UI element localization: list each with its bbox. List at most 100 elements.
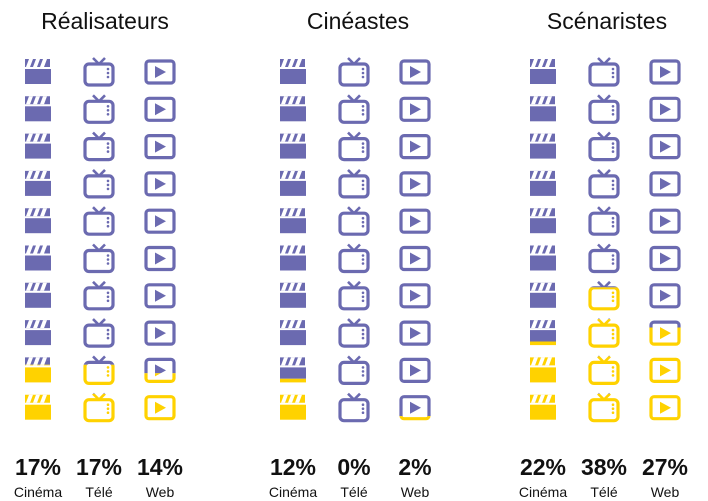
play-button-icon: [144, 208, 176, 234]
play-button-icon: [649, 208, 681, 234]
category-label: Télé: [340, 484, 367, 500]
tv-icon: [338, 94, 370, 124]
group-2: Scénaristes 22% Cinéma 38% Télé 27% Web: [519, 8, 688, 500]
category-label: Télé: [590, 484, 617, 500]
tv-icon: [338, 355, 370, 385]
play-button-icon: [399, 208, 431, 234]
category-label: Web: [146, 484, 175, 500]
play-button-icon: [646, 320, 684, 350]
tv-icon: [338, 206, 370, 236]
tv-icon: [83, 318, 115, 348]
tv-icon: [588, 243, 620, 274]
tv-icon: [338, 318, 370, 348]
clapperboard-icon: [280, 170, 306, 196]
icon-column: [19, 59, 57, 424]
play-button-icon: [396, 395, 434, 424]
percent-label: 12%: [270, 454, 316, 480]
clapperboard-icon: [530, 59, 556, 84]
clapperboard-icon: [530, 170, 556, 196]
clapperboard-icon: [25, 59, 51, 84]
tv-icon: [585, 318, 623, 350]
clapperboard-icon: [530, 96, 556, 122]
play-button-icon: [141, 393, 179, 424]
clapperboard-icon: [530, 282, 556, 308]
clapperboard-icon: [25, 320, 51, 346]
play-button-icon: [144, 96, 176, 122]
tv-icon: [585, 355, 623, 387]
group-0: Réalisateurs 17% Cinéma 17% Télé 14% Web: [14, 8, 183, 500]
play-button-icon: [649, 96, 681, 122]
play-button-icon: [399, 59, 431, 85]
play-button-icon: [646, 393, 684, 424]
clapperboard-icon: [280, 320, 306, 346]
play-button-icon: [399, 320, 431, 346]
percent-label: 22%: [520, 454, 566, 480]
tv-icon: [83, 57, 115, 87]
clapperboard-icon: [274, 393, 312, 424]
play-button-icon: [144, 59, 176, 85]
tv-icon: [585, 280, 623, 312]
clapperboard-icon: [530, 208, 556, 234]
icon-column: [80, 57, 118, 424]
tv-icon: [338, 131, 370, 162]
tv-icon: [588, 94, 620, 124]
percent-label: 17%: [15, 454, 61, 480]
tv-icon: [338, 168, 370, 199]
clapperboard-icon: [25, 208, 51, 234]
tv-icon: [338, 57, 370, 87]
tv-icon: [83, 280, 115, 311]
icon-column: [524, 59, 562, 424]
category-label: Cinéma: [14, 484, 62, 500]
icon-column: [396, 59, 434, 424]
percent-label: 27%: [642, 454, 688, 480]
tv-icon: [83, 168, 115, 199]
group-title: Scénaristes: [547, 8, 667, 34]
category-label: Web: [651, 484, 680, 500]
play-button-icon: [649, 283, 681, 309]
clapperboard-icon: [524, 356, 562, 387]
category-label: Cinéma: [269, 484, 317, 500]
clapperboard-icon: [25, 133, 51, 159]
category-label: Web: [401, 484, 430, 500]
tv-icon: [338, 392, 370, 423]
play-button-icon: [144, 171, 176, 197]
play-button-icon: [399, 357, 431, 383]
tv-icon: [338, 280, 370, 311]
tv-icon: [588, 168, 620, 199]
clapperboard-icon: [19, 357, 57, 387]
category-label: Télé: [85, 484, 112, 500]
play-button-icon: [399, 96, 431, 122]
clapperboard-icon: [530, 133, 556, 159]
tv-icon: [83, 206, 115, 236]
play-button-icon: [144, 245, 176, 272]
clapperboard-icon: [524, 320, 562, 350]
icon-column: [141, 59, 179, 424]
icon-column: [338, 57, 370, 423]
group-title: Cinéastes: [307, 8, 409, 34]
clapperboard-icon: [280, 282, 306, 308]
clapperboard-icon: [19, 393, 57, 424]
play-button-icon: [649, 171, 681, 197]
clapperboard-icon: [274, 357, 312, 387]
tv-icon: [588, 131, 620, 162]
clapperboard-icon: [280, 59, 306, 84]
tv-icon: [83, 94, 115, 124]
clapperboard-icon: [280, 133, 306, 159]
play-button-icon: [144, 283, 176, 309]
tv-icon: [80, 355, 118, 387]
clapperboard-icon: [524, 393, 562, 424]
play-button-icon: [649, 245, 681, 272]
play-button-icon: [144, 320, 176, 346]
icon-column: [274, 59, 312, 424]
tv-icon: [83, 131, 115, 162]
play-button-icon: [144, 134, 176, 160]
tv-icon: [80, 392, 118, 424]
clapperboard-icon: [25, 96, 51, 122]
clapperboard-icon: [530, 245, 556, 271]
clapperboard-icon: [25, 170, 51, 196]
play-button-icon: [141, 357, 179, 387]
icon-column: [585, 57, 623, 424]
clapperboard-icon: [25, 282, 51, 308]
tv-icon: [585, 392, 623, 424]
